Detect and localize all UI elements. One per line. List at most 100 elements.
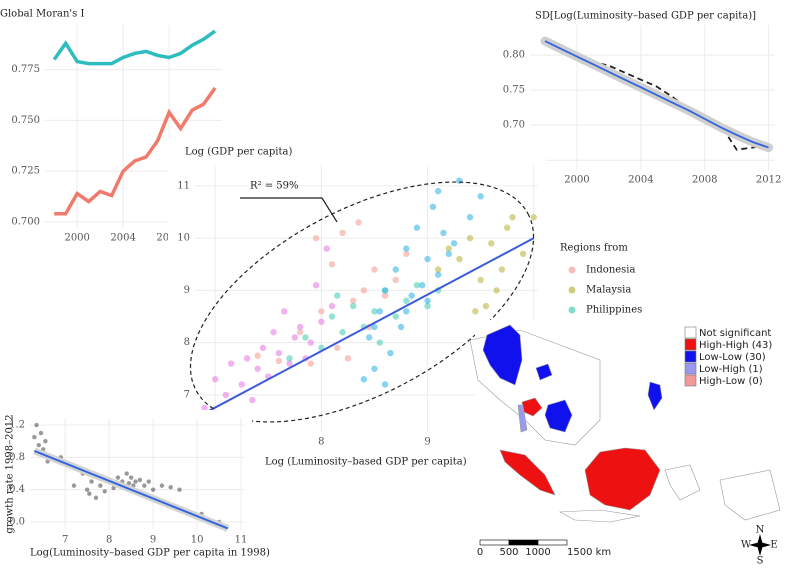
- point: [344, 355, 352, 362]
- point: [168, 485, 173, 490]
- point: [387, 349, 394, 357]
- point: [89, 479, 94, 484]
- point: [434, 271, 442, 278]
- point: [355, 219, 362, 226]
- point: [98, 483, 103, 488]
- fit-line: [204, 237, 535, 415]
- point: [498, 266, 506, 273]
- region: [535, 363, 553, 381]
- scale-label: 1500 km: [567, 547, 611, 558]
- compass-label: N: [756, 525, 765, 536]
- point: [477, 193, 484, 200]
- point: [419, 281, 426, 289]
- point: [424, 297, 431, 305]
- point: [142, 483, 147, 488]
- point: [275, 357, 283, 365]
- point: [424, 302, 431, 310]
- line: [54, 86, 217, 216]
- point: [392, 266, 399, 273]
- legend-swatch: [684, 338, 697, 351]
- legend-title: Regions from: [560, 243, 628, 254]
- point: [312, 281, 320, 289]
- point: [328, 261, 336, 268]
- point: [371, 308, 378, 315]
- point: [381, 287, 389, 294]
- point: [456, 177, 463, 184]
- legend-swatch: [568, 286, 576, 294]
- point: [124, 471, 129, 476]
- point: [360, 376, 368, 383]
- point: [504, 224, 511, 231]
- x-axis-label: Log (Luminosity–based GDP per capita): [265, 457, 467, 468]
- point: [126, 481, 132, 486]
- y-tick-label: 0.750: [11, 115, 40, 126]
- point: [445, 245, 452, 252]
- point: [323, 245, 330, 252]
- point: [71, 483, 77, 488]
- compass-label: S: [757, 556, 764, 567]
- point: [371, 266, 378, 273]
- y-tick-label: 11: [177, 180, 190, 191]
- point: [222, 391, 229, 399]
- point: [477, 276, 484, 284]
- point: [434, 187, 442, 195]
- chart-title: SD[Log(Luminosity–based GDP per capita)]: [535, 11, 756, 22]
- y-tick-label: 0.70: [503, 120, 525, 131]
- scale-label: 0: [477, 547, 483, 558]
- point: [450, 240, 458, 247]
- chart-title: Global Moran's I: [0, 9, 84, 20]
- point: [530, 214, 537, 221]
- point: [286, 355, 293, 362]
- point: [403, 250, 410, 258]
- y-tick-label: 0.80: [503, 50, 525, 61]
- point: [456, 255, 463, 263]
- point: [102, 489, 107, 494]
- point: [328, 302, 336, 310]
- region: [664, 464, 701, 501]
- y-tick-label: 0.775: [11, 64, 40, 75]
- x-tick-label: 11: [235, 535, 248, 546]
- point: [177, 487, 182, 492]
- y-axis-label: growth rate 1998–2012: [5, 414, 16, 533]
- point: [339, 229, 346, 237]
- region: [499, 449, 556, 496]
- x-tick-label: 2004: [110, 233, 135, 244]
- region: [719, 469, 781, 521]
- x-tick-label: 2012: [756, 175, 781, 186]
- x-tick-label: 10: [191, 535, 204, 546]
- x-tick-label: 2008: [692, 175, 717, 186]
- point: [318, 308, 325, 315]
- point: [133, 479, 138, 484]
- point: [286, 360, 293, 367]
- scale-segment: [537, 539, 568, 546]
- legend-label: Malaysia: [586, 285, 631, 296]
- point: [32, 434, 37, 440]
- line: [544, 40, 769, 149]
- line: [52, 29, 217, 66]
- legend-label: Low-High (1): [699, 364, 763, 375]
- region: [558, 509, 641, 523]
- point: [466, 214, 474, 221]
- point: [397, 323, 405, 331]
- legend-swatch: [568, 266, 576, 274]
- y-tick-label: 0.725: [11, 166, 40, 177]
- legend-swatch: [684, 350, 697, 363]
- point: [334, 344, 341, 352]
- north-arrow: [749, 534, 771, 556]
- legend-label: Indonesia: [586, 265, 636, 276]
- point: [371, 365, 378, 372]
- point: [488, 240, 495, 247]
- point: [371, 323, 378, 331]
- point: [381, 381, 389, 388]
- point: [307, 360, 314, 367]
- point: [84, 487, 90, 492]
- point: [413, 281, 421, 289]
- scale-label: 500: [499, 547, 518, 558]
- annotation-bracket: [240, 197, 338, 223]
- y-tick-label: 7: [184, 389, 190, 400]
- point: [38, 430, 44, 436]
- point: [150, 487, 156, 492]
- point: [115, 475, 121, 480]
- scale-segment: [508, 539, 539, 546]
